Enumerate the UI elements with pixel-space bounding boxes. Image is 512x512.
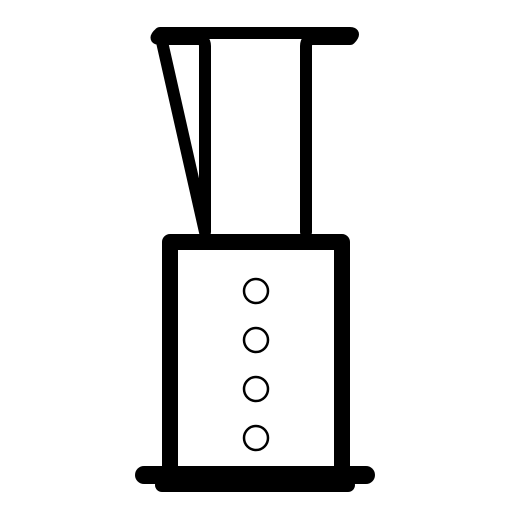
vent-hole	[242, 424, 270, 452]
vent-hole	[242, 277, 270, 305]
brew-chamber	[162, 234, 350, 476]
filter-cap-base	[135, 466, 375, 492]
vent-hole	[242, 326, 270, 354]
plunger	[150, 27, 359, 238]
chamber-body	[162, 234, 350, 476]
vent-holes	[242, 277, 270, 452]
base-lip	[155, 478, 355, 492]
plunger-cap	[150, 27, 359, 238]
vent-hole	[242, 375, 270, 403]
